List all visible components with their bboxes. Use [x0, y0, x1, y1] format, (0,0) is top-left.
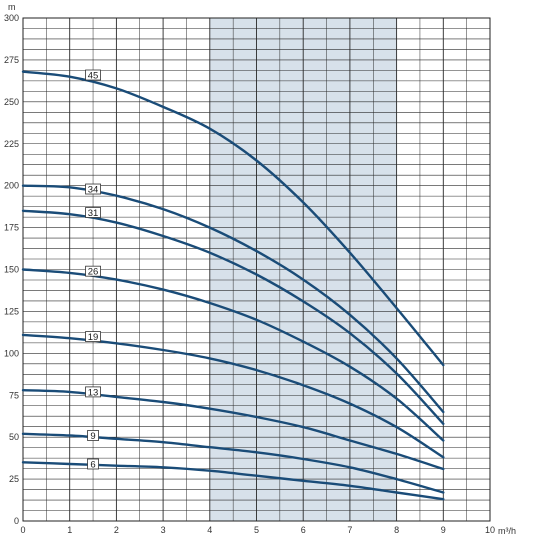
- y-tick-label: 275: [4, 55, 19, 65]
- series-line-31: [21, 209, 445, 425]
- curve-label-19: 19: [85, 331, 101, 343]
- y-tick-label: 250: [4, 97, 19, 107]
- y-tick-label: 125: [4, 306, 19, 316]
- curve-label-box: [85, 207, 101, 218]
- x-tick-label: 2: [114, 525, 119, 535]
- curve-label-text: 19: [88, 332, 99, 343]
- curve-label-34: 34: [85, 183, 101, 196]
- x-tick-label: 4: [207, 525, 212, 535]
- series-line-45: [21, 70, 445, 367]
- curve-label-box: [87, 458, 99, 470]
- curve-label-13: 13: [85, 386, 101, 398]
- curve-label-31: 31: [85, 207, 101, 219]
- y-tick-label: 0: [14, 516, 19, 526]
- y-tick-label: 75: [9, 390, 19, 400]
- curve-label-box: [85, 386, 101, 398]
- curve-label-text: 26: [88, 267, 99, 278]
- curve-label-45: 45: [85, 69, 101, 82]
- y-tick-label: 100: [4, 348, 19, 358]
- y-tick-label: 50: [9, 432, 19, 442]
- curve-label-text: 6: [90, 459, 95, 470]
- x-tick-label: 10: [485, 525, 495, 535]
- x-tick-label: 1: [67, 525, 72, 535]
- curve-label-text: 45: [88, 71, 99, 82]
- x-tick-label: 9: [441, 525, 446, 535]
- y-tick-label: 225: [4, 139, 19, 149]
- x-tick-label: 7: [347, 525, 352, 535]
- curve-label-text: 34: [88, 185, 99, 196]
- curve-label-text: 31: [88, 208, 99, 219]
- curve-label-box: [85, 265, 101, 277]
- curve-label-box: [87, 430, 99, 441]
- x-tick-label: 3: [161, 525, 166, 535]
- curve-label-9: 9: [87, 430, 99, 442]
- curve-label-text: 13: [88, 387, 99, 398]
- grid-layer: [22, 17, 491, 522]
- y-tick-label: 300: [4, 13, 19, 23]
- y-tick-label: 150: [4, 265, 19, 275]
- y-tick-label: 25: [9, 474, 19, 484]
- x-tick-label: 0: [20, 525, 25, 535]
- curve-label-26: 26: [85, 265, 101, 278]
- curve-label-text: 9: [90, 431, 95, 442]
- x-axis-unit-label: m³/h: [498, 526, 516, 536]
- curve-label-box: [85, 69, 101, 81]
- curve-label-6: 6: [87, 458, 99, 470]
- y-tick-label: 175: [4, 223, 19, 233]
- curve-label-layer: 45 34 31 26 19 13 9 6: [85, 69, 101, 470]
- x-tick-label: 5: [254, 525, 259, 535]
- curve-label-box: [85, 331, 101, 342]
- x-tick-label: 8: [394, 525, 399, 535]
- y-axis-unit-label: m: [8, 2, 16, 12]
- y-tick-label: 200: [4, 181, 19, 191]
- x-tick-label: 6: [301, 525, 306, 535]
- curve-label-box: [85, 183, 101, 195]
- tick-label-layer: 0 1 2 3 4 5 6 7 8 9 100255075100125150175200225250…: [4, 13, 495, 535]
